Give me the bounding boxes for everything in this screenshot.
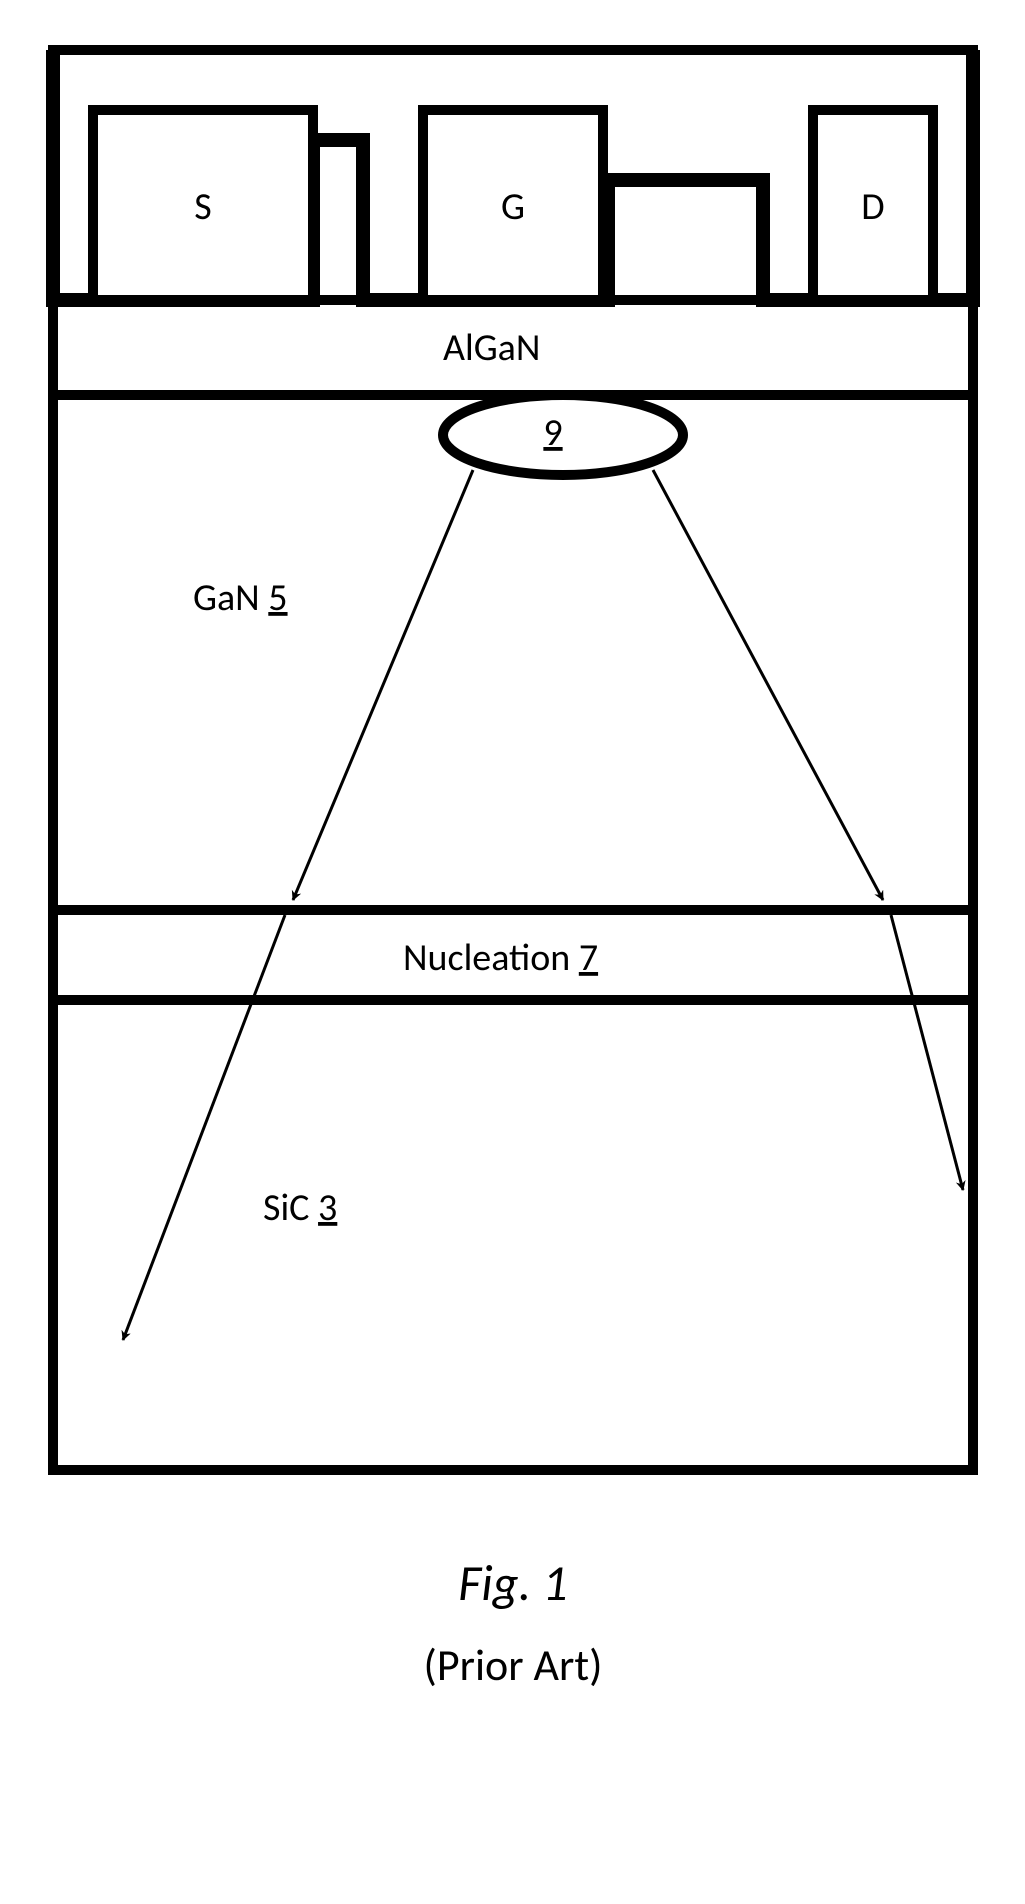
figure-container: S G D AlGaN9 GaN 5 Nucleation 7 SiC 3 Fig. 1 (Pr… bbox=[43, 40, 983, 1800]
electrode-g-label: G bbox=[501, 184, 525, 230]
sic-label: SiC 3 bbox=[263, 1185, 337, 1231]
electrode-s-label: S bbox=[194, 184, 211, 230]
prior-art-caption: (Prior Art) bbox=[423, 1638, 602, 1692]
nucleation-label: Nucleation 7 bbox=[403, 935, 598, 981]
diagram-svg: S G D AlGaN9 GaN 5 Nucleation 7 SiC 3 Fig. 1 (Pr… bbox=[43, 40, 983, 1800]
electrode-d-label: D bbox=[861, 184, 884, 230]
hotspot-ellipse bbox=[443, 395, 683, 475]
algan-label: AlGaN bbox=[443, 325, 540, 371]
gan-label: GaN 5 bbox=[193, 575, 288, 621]
figure-caption: Fig. 1 bbox=[458, 1553, 567, 1614]
hotspot-ref-9: 9 bbox=[543, 410, 562, 456]
